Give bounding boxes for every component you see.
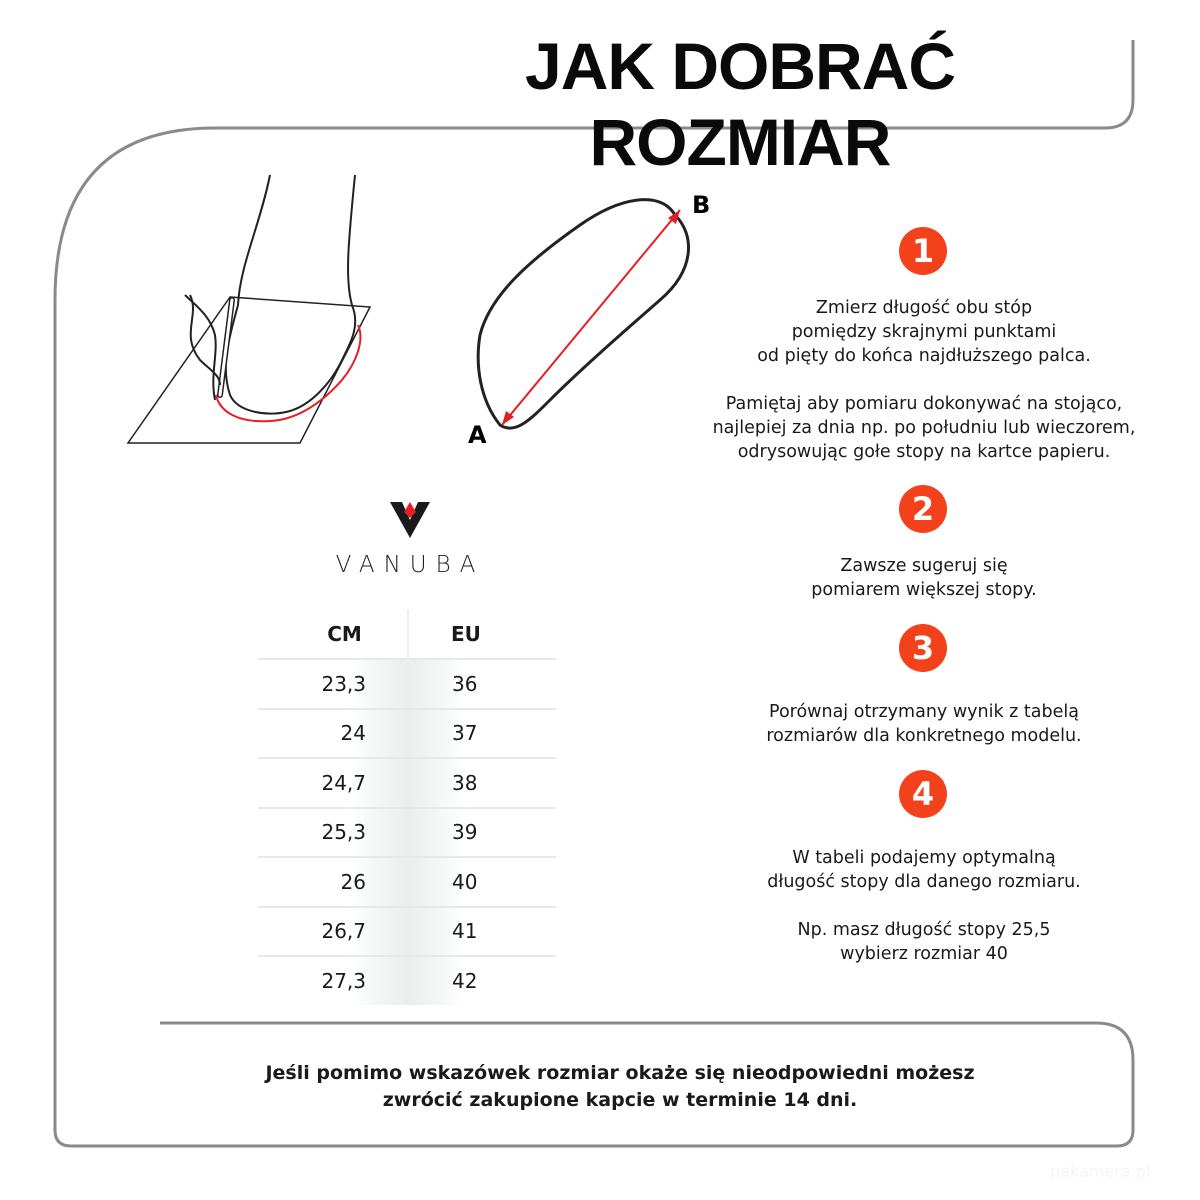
table-row: 27,3 42 [258, 955, 556, 1005]
eu-cell: 41 [408, 905, 556, 956]
cm-cell: 25,3 [258, 806, 408, 857]
footer-line-2: zwrócić zakupione kapcie w terminie 14 d… [382, 1089, 858, 1111]
eu-cell: 39 [408, 806, 556, 857]
step-1-paragraph: Pamiętaj aby pomiaru dokonywać na stojąc… [712, 394, 1136, 462]
point-a-label: A [468, 421, 487, 449]
table-header-row: CM EU [258, 610, 556, 659]
cm-cell: 24,7 [258, 757, 408, 808]
eu-cell: 37 [408, 707, 556, 758]
step-2-paragraph: Zawsze sugeruj się pomiarem większej sto… [811, 556, 1037, 600]
table-row: 25,3 39 [258, 806, 556, 857]
table-row: 26 40 [258, 856, 556, 907]
eu-cell: 42 [408, 955, 556, 1005]
header-eu: EU [451, 622, 481, 646]
size-table: CM EU 23,3 36 24 37 24,7 38 25,3 39 26 40 26,… [258, 610, 556, 1005]
point-b-label: B [692, 191, 710, 219]
brand-name: VANUBA [335, 552, 485, 578]
footer-line-1: Jeśli pomimo wskazówek rozmiar okaże się… [265, 1062, 975, 1084]
step-4-paragraph: Np. masz długość stopy 25,5 wybierz rozm… [797, 920, 1051, 964]
step-4-paragraph: W tabeli podajemy optymalną długość stop… [767, 848, 1081, 892]
table-row: 26,7 41 [258, 905, 556, 956]
table-row: 24,7 38 [258, 757, 556, 808]
step-3-badge: 3 [899, 624, 947, 672]
step-1-text: Zmierz długość obu stóp pomiędzy skrajny… [664, 296, 1184, 488]
cm-cell: 24 [258, 707, 408, 758]
cm-cell: 27,3 [258, 955, 408, 1005]
watermark: pakamera.pl [1050, 1162, 1151, 1181]
table-row: 24 37 [258, 707, 556, 758]
cm-cell: 26 [258, 856, 408, 907]
foot-tracing-illustration [126, 174, 372, 444]
vanuba-logo-icon [390, 502, 430, 538]
eu-cell: 40 [408, 856, 556, 907]
footprint-measurement-diagram: A B [468, 191, 710, 449]
eu-cell: 36 [408, 658, 556, 709]
page-title: JAK DOBRAĆ ROZMIAR [524, 29, 956, 179]
eu-cell: 38 [408, 757, 556, 808]
step-3-text: Porównaj otrzymany wynik z tabelą rozmia… [664, 700, 1184, 772]
step-4-badge: 4 [899, 770, 947, 818]
step-2-text: Zawsze sugeruj się pomiarem większej sto… [664, 554, 1184, 626]
step-4-text: W tabeli podajemy optymalną długość stop… [664, 846, 1184, 990]
table-row: 23,3 36 [258, 658, 556, 709]
step-3-paragraph: Porównaj otrzymany wynik z tabelą rozmia… [766, 702, 1082, 746]
step-2-badge: 2 [899, 485, 947, 533]
cm-cell: 26,7 [258, 905, 408, 956]
header-cm: CM [258, 610, 409, 659]
cm-cell: 23,3 [258, 658, 408, 709]
step-1-paragraph: Zmierz długość obu stóp pomiędzy skrajny… [757, 298, 1091, 366]
step-1-badge: 1 [899, 227, 947, 275]
return-policy-note: Jeśli pomimo wskazówek rozmiar okaże się… [160, 1060, 1080, 1114]
